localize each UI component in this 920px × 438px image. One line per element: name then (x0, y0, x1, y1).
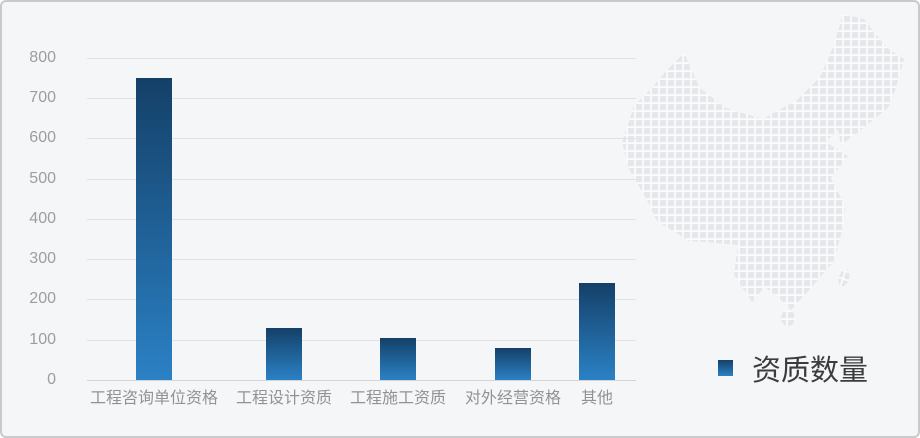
y-axis-tick-label: 700 (29, 88, 56, 106)
x-axis-category-label: 其他 (580, 390, 614, 407)
y-axis-tick-label: 200 (29, 290, 56, 308)
taiwan-island-shape (838, 269, 850, 287)
gridline-100 (87, 339, 636, 341)
bar-1 (136, 77, 172, 380)
y-axis-tick-label: 0 (47, 371, 56, 388)
x-axis-category-label: 工程设计资质 (235, 390, 333, 407)
bar-2 (266, 327, 302, 380)
legend-swatch-icon (718, 360, 733, 376)
gridline-500 (87, 178, 636, 180)
x-axis-category-label: 工程咨询单位资格 (89, 390, 219, 407)
legend-label: 资质数量 (752, 355, 869, 387)
china-mainland-shape (622, 14, 904, 310)
y-axis-tick-label: 100 (29, 330, 56, 348)
y-axis-tick-label: 500 (29, 169, 56, 187)
y-axis-tick-label: 800 (29, 48, 56, 66)
gridline-400 (87, 218, 636, 220)
gridline-200 (87, 299, 636, 301)
x-axis-line (87, 380, 636, 381)
x-axis-category-label: 对外经营资格 (464, 390, 562, 407)
y-axis-tick-label: 600 (29, 129, 56, 147)
legend-item-qualification-count[interactable]: 资质数量 (718, 347, 868, 389)
bar-4 (495, 347, 531, 380)
gridline-300 (87, 259, 636, 261)
x-axis-category-label: 工程施工资质 (349, 390, 447, 407)
y-axis-tick-label: 400 (29, 209, 56, 227)
bar-5 (579, 283, 615, 380)
y-axis-tick-label: 300 (29, 250, 56, 268)
bar-3 (380, 337, 416, 380)
china-map-watermark (622, 14, 904, 326)
gridline-800 (87, 57, 636, 59)
hainan-island-shape (781, 310, 795, 326)
gridline-700 (87, 97, 636, 99)
gridline-600 (87, 138, 636, 140)
